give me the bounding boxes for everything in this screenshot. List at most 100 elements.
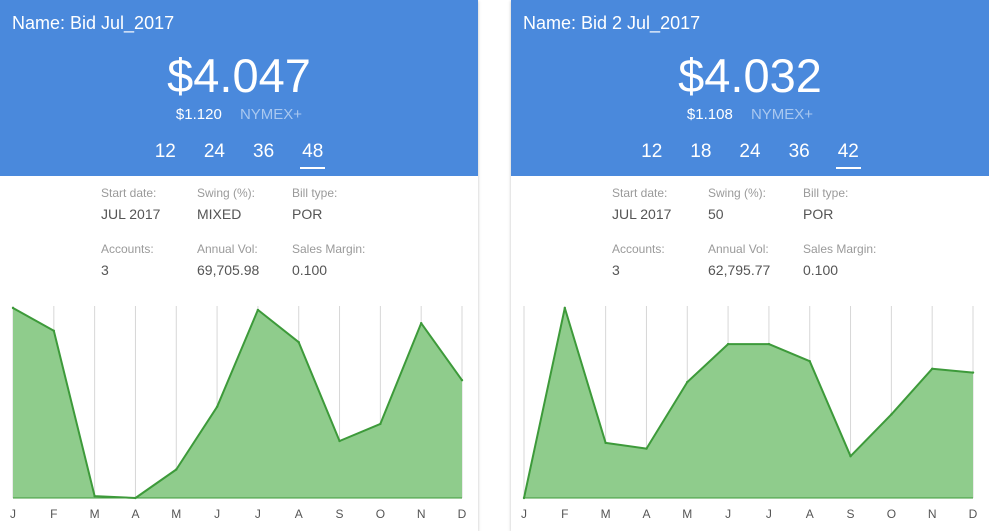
chart-x-tick-label: A	[806, 507, 814, 521]
start-date-field: Start date: JUL 2017	[101, 185, 196, 225]
price: $4.032	[678, 49, 822, 102]
adder-value: $1.120	[175, 106, 222, 123]
sales-margin-label: Sales Margin:	[292, 242, 366, 256]
annual-vol-value: 62,795.77	[708, 262, 771, 278]
chart-x-tick-label: A	[131, 507, 139, 521]
chart-x-tick-label: D	[458, 507, 467, 521]
chart-point	[379, 422, 382, 426]
chart-x-tick-label: J	[255, 507, 261, 521]
sales-margin-value: 0.100	[292, 262, 328, 278]
adder-value: $1.108	[686, 106, 733, 123]
annual-vol-label: Annual Vol:	[197, 242, 258, 256]
chart-x-tick-label: M	[682, 507, 692, 521]
chart-point	[645, 447, 648, 450]
bid-details: Start date: JUL 2017 Swing (%): MIXED Bi…	[101, 185, 401, 285]
sales-margin-field: Sales Margin: 0.100	[803, 241, 898, 281]
card-header: Name: Bid Jul_2017 $4.047 $1.120 NYMEX+ …	[0, 0, 478, 176]
term-selector: 12 24 36 48	[0, 139, 478, 169]
start-date-value: JUL 2017	[612, 206, 672, 222]
term-option-48[interactable]: 48	[300, 139, 326, 169]
chart-point	[419, 322, 423, 325]
term-option-36[interactable]: 36	[253, 141, 275, 162]
term-option-24[interactable]: 24	[203, 141, 225, 162]
bill-type-field: Bill type: POR	[292, 185, 387, 225]
accounts-field: Accounts: 3	[612, 241, 707, 281]
term-option-24[interactable]: 24	[739, 141, 761, 162]
accounts-field: Accounts: 3	[101, 241, 196, 281]
chart-x-tick-label: J	[10, 507, 16, 521]
sales-margin-field: Sales Margin: 0.100	[292, 241, 387, 281]
chart-series-line	[523, 307, 974, 499]
bill-type-value: POR	[292, 206, 323, 222]
annual-vol-field: Annual Vol: 62,795.77	[708, 241, 803, 281]
swing-value: 50	[708, 206, 724, 222]
chart-point	[686, 380, 689, 384]
chart-point	[849, 455, 852, 458]
swing-value: MIXED	[197, 206, 242, 222]
chart-series-line	[12, 307, 463, 499]
chart-x-tick-label: N	[928, 507, 937, 521]
annual-vol-field: Annual Vol: 69,705.98	[197, 241, 292, 281]
term-option-36[interactable]: 36	[788, 141, 810, 162]
card-name: Name: Bid 2 Jul_2017	[523, 13, 701, 33]
term-option-12[interactable]: 12	[154, 141, 176, 162]
accounts-value: 3	[612, 262, 620, 278]
accounts-label: Accounts:	[612, 242, 665, 256]
term-option-42[interactable]: 42	[835, 139, 861, 169]
chart-x-tick-label: N	[417, 507, 426, 521]
chart-x-tick-label: J	[214, 507, 220, 521]
chart-x-tick-label: J	[521, 507, 527, 521]
chart-x-tick-label: M	[601, 507, 611, 521]
index-label: NYMEX+	[239, 106, 303, 123]
swing-field: Swing (%): MIXED	[197, 185, 292, 225]
chart-point	[11, 306, 15, 310]
chart-point	[52, 329, 56, 332]
chart-x-tick-label: A	[295, 507, 303, 521]
bid-card: Name: Bid 2 Jul_2017 $4.032 $1.108 NYMEX…	[511, 0, 989, 531]
chart-point	[890, 413, 893, 416]
chart-x-tick-label: S	[847, 507, 855, 521]
chart-x-tick-label: J	[766, 507, 772, 521]
start-date-label: Start date:	[101, 186, 157, 200]
swing-label: Swing (%):	[197, 186, 256, 200]
chart-x-tick-label: S	[336, 507, 344, 521]
chart-x-tick-label: M	[90, 507, 100, 521]
bill-type-field: Bill type: POR	[803, 185, 898, 225]
chart-x-tick-label: M	[171, 507, 181, 521]
start-date-label: Start date:	[612, 186, 668, 200]
chart-point	[93, 494, 96, 498]
term-option-12[interactable]: 12	[641, 141, 663, 162]
accounts-value: 3	[101, 262, 109, 278]
chart-point	[215, 405, 219, 408]
bill-type-label: Bill type:	[803, 186, 849, 200]
chart-point	[297, 341, 300, 344]
term-option-18[interactable]: 18	[690, 141, 712, 162]
price-subline: $1.108 NYMEX+	[511, 105, 989, 125]
bill-type-label: Bill type:	[292, 186, 338, 200]
start-date-value: JUL 2017	[101, 206, 161, 222]
chart-point	[767, 342, 771, 346]
chart-x-tick-label: A	[642, 507, 650, 521]
swing-field: Swing (%): 50	[708, 185, 803, 225]
index-label: NYMEX+	[750, 106, 814, 123]
chart-x-tick-label: O	[376, 507, 385, 521]
bid-details: Start date: JUL 2017 Swing (%): 50 Bill …	[612, 185, 912, 285]
chart-area	[524, 308, 973, 498]
chart-point	[604, 441, 607, 445]
card-header: Name: Bid 2 Jul_2017 $4.032 $1.108 NYMEX…	[511, 0, 989, 176]
chart-x-tick-label: J	[725, 507, 731, 521]
chart-x-tick-label: O	[887, 507, 896, 521]
chart-area	[13, 308, 462, 498]
chart-point	[971, 371, 975, 374]
chart-x-tick-label: F	[561, 507, 568, 521]
price: $4.047	[167, 49, 311, 102]
sales-margin-value: 0.100	[803, 262, 839, 278]
swing-label: Swing (%):	[708, 186, 767, 200]
annual-vol-label: Annual Vol:	[708, 242, 769, 256]
accounts-label: Accounts:	[101, 242, 154, 256]
chart-point	[563, 306, 567, 310]
